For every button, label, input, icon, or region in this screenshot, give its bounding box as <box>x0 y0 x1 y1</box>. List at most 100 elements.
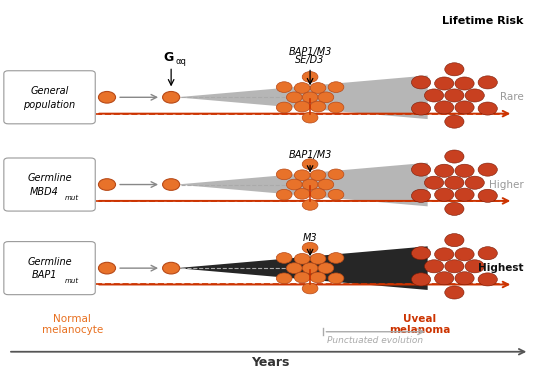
Circle shape <box>435 77 454 90</box>
Circle shape <box>294 101 310 112</box>
Circle shape <box>276 189 292 200</box>
Circle shape <box>435 164 454 177</box>
Text: αq: αq <box>176 57 186 66</box>
Circle shape <box>445 260 464 273</box>
Circle shape <box>328 102 344 113</box>
Circle shape <box>411 163 431 176</box>
Circle shape <box>445 202 464 215</box>
Circle shape <box>424 260 444 273</box>
Circle shape <box>294 254 310 264</box>
Circle shape <box>445 89 464 102</box>
Circle shape <box>310 254 326 264</box>
Circle shape <box>411 247 431 260</box>
Circle shape <box>310 83 326 94</box>
Circle shape <box>98 179 116 190</box>
Circle shape <box>455 248 474 261</box>
Circle shape <box>455 272 474 285</box>
Circle shape <box>318 92 334 102</box>
Circle shape <box>294 272 310 283</box>
Circle shape <box>294 188 310 199</box>
Circle shape <box>276 273 292 283</box>
Circle shape <box>478 163 497 176</box>
Circle shape <box>411 76 431 89</box>
Circle shape <box>411 273 431 286</box>
Circle shape <box>465 176 484 189</box>
Text: Punctuated evolution: Punctuated evolution <box>327 336 423 345</box>
Text: Lifetime Risk: Lifetime Risk <box>442 15 524 25</box>
Circle shape <box>435 188 454 201</box>
Circle shape <box>310 101 326 112</box>
Circle shape <box>445 176 464 189</box>
Circle shape <box>435 101 454 114</box>
Text: Germline: Germline <box>27 173 72 183</box>
Circle shape <box>328 252 344 263</box>
Circle shape <box>445 234 464 247</box>
Text: Higher: Higher <box>489 180 524 190</box>
Circle shape <box>302 71 318 82</box>
Circle shape <box>445 115 464 128</box>
Circle shape <box>455 101 474 114</box>
Polygon shape <box>177 76 428 119</box>
Text: SE/D3: SE/D3 <box>295 55 325 65</box>
Text: Germline: Germline <box>27 257 72 267</box>
Circle shape <box>318 263 334 273</box>
Text: Normal
melanocyte: Normal melanocyte <box>42 313 103 335</box>
Text: population: population <box>23 99 76 110</box>
Circle shape <box>294 83 310 94</box>
Circle shape <box>424 89 444 102</box>
Text: BAP1/M3: BAP1/M3 <box>288 150 332 160</box>
Circle shape <box>435 272 454 285</box>
Circle shape <box>286 92 302 102</box>
Circle shape <box>163 179 180 190</box>
FancyBboxPatch shape <box>4 242 95 295</box>
Text: mut: mut <box>64 195 79 201</box>
Circle shape <box>328 273 344 283</box>
Circle shape <box>424 176 444 189</box>
Circle shape <box>163 92 180 103</box>
Circle shape <box>435 248 454 261</box>
Circle shape <box>98 92 116 103</box>
Circle shape <box>328 82 344 92</box>
Polygon shape <box>177 246 428 290</box>
Circle shape <box>445 150 464 163</box>
Text: BAP1/M3: BAP1/M3 <box>288 47 332 56</box>
Circle shape <box>455 77 474 90</box>
Circle shape <box>455 188 474 201</box>
Circle shape <box>310 272 326 283</box>
Circle shape <box>276 169 292 180</box>
Circle shape <box>163 262 180 274</box>
Text: G: G <box>163 51 173 64</box>
Circle shape <box>411 102 431 115</box>
Circle shape <box>302 283 318 294</box>
Circle shape <box>478 273 497 286</box>
Circle shape <box>302 92 318 102</box>
Circle shape <box>465 260 484 273</box>
Circle shape <box>276 102 292 113</box>
Circle shape <box>478 102 497 115</box>
Circle shape <box>302 179 318 190</box>
Circle shape <box>302 159 318 169</box>
Circle shape <box>478 76 497 89</box>
Text: Highest: Highest <box>478 263 524 273</box>
Circle shape <box>286 263 302 273</box>
Circle shape <box>328 189 344 200</box>
Circle shape <box>478 247 497 260</box>
Text: MBD4: MBD4 <box>30 187 59 197</box>
Text: Years: Years <box>251 356 289 369</box>
Circle shape <box>310 170 326 181</box>
Circle shape <box>445 63 464 76</box>
Circle shape <box>318 179 334 190</box>
FancyBboxPatch shape <box>4 71 95 124</box>
Circle shape <box>294 170 310 181</box>
FancyBboxPatch shape <box>4 158 95 211</box>
Circle shape <box>302 242 318 253</box>
Circle shape <box>478 189 497 202</box>
Polygon shape <box>177 163 428 206</box>
Text: mut: mut <box>64 278 79 284</box>
Circle shape <box>286 179 302 190</box>
Circle shape <box>98 262 116 274</box>
Circle shape <box>445 286 464 299</box>
Text: Uveal
melanoma: Uveal melanoma <box>389 313 450 335</box>
Text: Rare: Rare <box>500 92 524 102</box>
Circle shape <box>455 164 474 177</box>
